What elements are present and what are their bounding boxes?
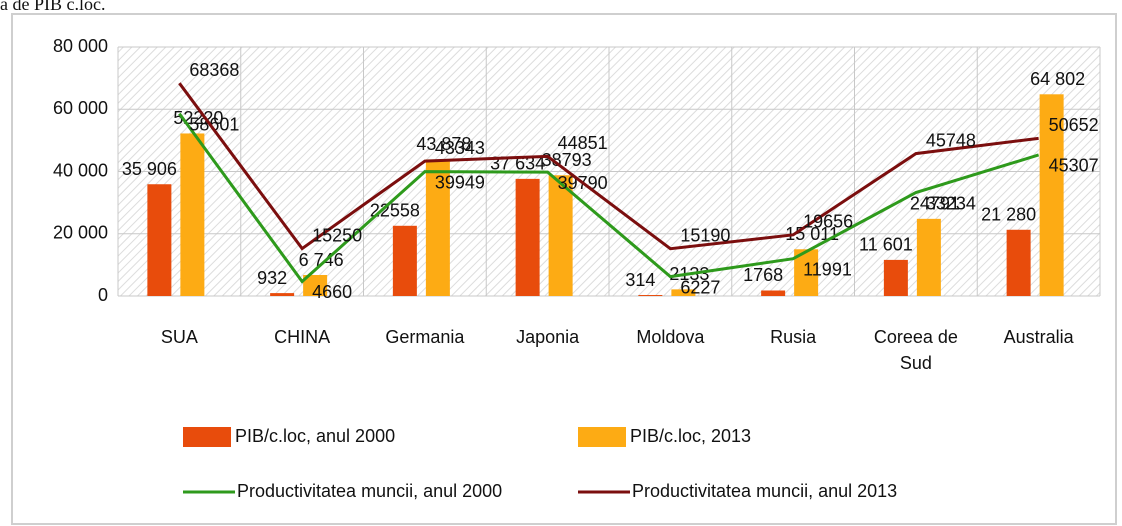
- line: [178, 112, 1040, 284]
- data-label: 45307: [1049, 156, 1099, 176]
- legend-label: PIB/c.loc, anul 2000: [235, 426, 395, 446]
- data-label: 21 280: [981, 205, 1036, 225]
- data-label: 45748: [926, 130, 976, 150]
- data-label: 68368: [189, 60, 239, 80]
- data-label: 1768: [743, 265, 783, 285]
- data-label: 314: [625, 270, 655, 290]
- y-tick-label: 40 000: [53, 160, 108, 180]
- x-tick-label: Australia: [1003, 327, 1074, 347]
- data-label: 38793: [542, 150, 592, 170]
- y-tick-label: 20 000: [53, 223, 108, 243]
- bar: [671, 289, 696, 296]
- bar: [1039, 94, 1064, 296]
- bar: [180, 133, 205, 296]
- data-label: 4660: [312, 282, 352, 302]
- bar: [303, 275, 328, 296]
- bar: [761, 290, 786, 296]
- data-label: 19656: [803, 212, 853, 232]
- legend-swatch: [183, 427, 231, 447]
- y-tick-label: 80 000: [53, 36, 108, 56]
- data-label: 33234: [926, 193, 976, 213]
- x-tick-label: Germania: [385, 327, 465, 347]
- data-label: 35 906: [122, 159, 177, 179]
- x-tick-label: Moldova: [636, 327, 705, 347]
- bar: [916, 218, 941, 296]
- x-tick-label: CHINA: [274, 327, 331, 347]
- data-label: 39949: [435, 172, 485, 192]
- bar: [638, 295, 663, 296]
- y-tick-label: 0: [98, 285, 108, 305]
- data-label: 6227: [680, 277, 720, 297]
- bar: [392, 225, 417, 296]
- data-label: 11991: [803, 259, 852, 279]
- line: [178, 82, 1039, 251]
- data-label: 6 746: [299, 250, 344, 270]
- data-label: 22558: [370, 201, 420, 221]
- legend-label: Productivitatea muncii, anul 2013: [632, 481, 897, 501]
- data-label: 15190: [680, 225, 730, 245]
- legend-swatch: [578, 427, 626, 447]
- bar: [425, 159, 450, 296]
- data-label: 58601: [189, 114, 239, 134]
- bar: [548, 175, 573, 296]
- data-label: 932: [257, 268, 287, 288]
- legend-label: Productivitatea muncii, anul 2000: [237, 481, 502, 501]
- x-tick-label: Rusia: [770, 327, 817, 347]
- caption: a de PIB c.loc.: [0, 0, 105, 14]
- data-label: 24791: [910, 194, 960, 214]
- data-label: 43343: [435, 138, 485, 158]
- data-label: 50652: [1049, 115, 1099, 135]
- data-label: 11 601: [859, 235, 913, 255]
- data-label: 64 802: [1030, 69, 1085, 89]
- data-label: 15250: [312, 225, 362, 245]
- y-tick-label: 60 000: [53, 98, 108, 118]
- x-tick-label: Japonia: [516, 327, 580, 347]
- bar: [147, 184, 172, 296]
- data-label: 44851: [558, 133, 608, 153]
- data-label: 43 878: [416, 134, 471, 154]
- x-tick-label: SUA: [160, 327, 198, 347]
- data-label: 15 011: [785, 224, 839, 244]
- bar: [1006, 229, 1031, 296]
- legend-label: PIB/c.loc, 2013: [630, 426, 751, 446]
- bar: [883, 259, 908, 296]
- x-tick-label: Coreea de Sud: [873, 327, 958, 373]
- bar: [270, 293, 295, 296]
- bar: [515, 178, 540, 296]
